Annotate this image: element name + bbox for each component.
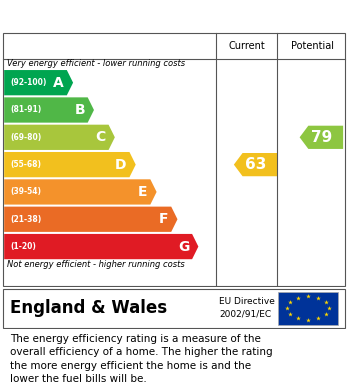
Text: (69-80): (69-80) — [10, 133, 42, 142]
Text: The energy efficiency rating is a measure of the
overall efficiency of a home. T: The energy efficiency rating is a measur… — [10, 334, 273, 384]
Text: (39-54): (39-54) — [10, 187, 41, 196]
Text: England & Wales: England & Wales — [10, 299, 168, 317]
Text: C: C — [96, 130, 106, 144]
Text: EU Directive
2002/91/EC: EU Directive 2002/91/EC — [219, 298, 275, 319]
Text: Very energy efficient - lower running costs: Very energy efficient - lower running co… — [7, 59, 185, 68]
Text: 79: 79 — [311, 130, 332, 145]
Text: Potential: Potential — [291, 41, 334, 51]
Text: Energy Efficiency Rating: Energy Efficiency Rating — [10, 7, 239, 25]
Text: (81-91): (81-91) — [10, 106, 42, 115]
Polygon shape — [4, 206, 177, 232]
Text: D: D — [115, 158, 127, 172]
Text: F: F — [159, 212, 168, 226]
Text: G: G — [178, 240, 189, 254]
Text: 63: 63 — [245, 157, 266, 172]
Polygon shape — [4, 179, 157, 204]
Polygon shape — [300, 126, 343, 149]
Polygon shape — [4, 152, 136, 177]
Text: (21-38): (21-38) — [10, 215, 42, 224]
Text: B: B — [74, 103, 85, 117]
Text: (92-100): (92-100) — [10, 78, 47, 87]
Text: E: E — [138, 185, 148, 199]
Polygon shape — [4, 70, 73, 95]
Text: (55-68): (55-68) — [10, 160, 41, 169]
Text: (1-20): (1-20) — [10, 242, 36, 251]
Text: Not energy efficient - higher running costs: Not energy efficient - higher running co… — [7, 260, 185, 269]
Polygon shape — [4, 125, 115, 150]
Text: Current: Current — [229, 41, 265, 51]
Bar — [278, 292, 338, 325]
Polygon shape — [234, 153, 277, 176]
Polygon shape — [4, 97, 94, 123]
Polygon shape — [4, 234, 198, 259]
Text: A: A — [53, 76, 64, 90]
